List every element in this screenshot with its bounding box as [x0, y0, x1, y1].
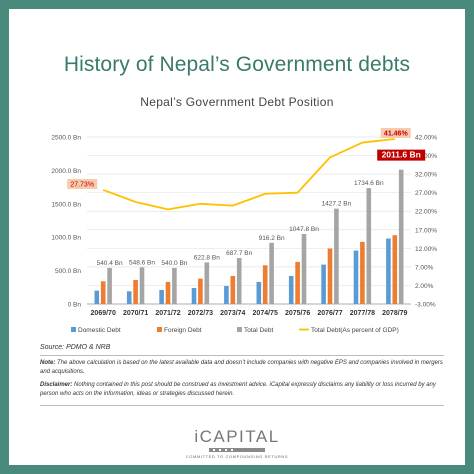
- y-right-tick-label: -3.00%: [415, 302, 436, 309]
- y-right-tick-label: 7.00%: [415, 264, 434, 271]
- y-left-tick-label: 1000.0 Bn: [51, 235, 81, 242]
- bar-data-label: 916.2 Bn: [259, 235, 285, 242]
- legend-label: Foreign Debt: [164, 327, 202, 334]
- legend-label: Total Debt: [244, 327, 273, 334]
- x-tick-label: 2077/78: [350, 310, 375, 317]
- y-left-tick-label: 0 Bn: [68, 302, 82, 309]
- bar-total-debt: [334, 208, 339, 304]
- debt-chart: -3.00% 2.00% 7.00% 12.00% 17.00% 22.00% 27.00%…: [51, 128, 437, 334]
- x-tick-label: 2076/77: [317, 310, 342, 317]
- disclaimer-text: Nothing contained in this post should be…: [40, 382, 436, 397]
- bar-data-label: 548.6 Bn: [129, 259, 155, 266]
- note-text: The above calculation is based on the la…: [40, 360, 443, 375]
- percent-gdp-line: [102, 138, 395, 211]
- bar-data-label: 1734.6 Bn: [354, 180, 384, 187]
- bar-domestic-debt: [256, 281, 262, 304]
- bar-foreign-debt: [230, 275, 236, 304]
- y-left-tick-label: 1500.0 Bn: [51, 201, 81, 208]
- x-tick-label: 2073/74: [220, 310, 245, 317]
- y-left-tick-label: 500.0 Bn: [55, 268, 81, 275]
- note-label: Note:: [40, 360, 56, 366]
- y-right-tick-label: 32.00%: [415, 172, 437, 179]
- percent-callout-first: 27.73%: [70, 181, 94, 188]
- legend-swatch: [237, 327, 242, 332]
- bar-data-label: 540.4 Bn: [97, 260, 123, 267]
- percent-callout-box: [67, 178, 98, 189]
- bar-domestic-debt: [386, 238, 391, 304]
- bar-total-debt: [236, 258, 242, 304]
- bar-domestic-debt: [191, 287, 197, 304]
- bar-total-debt: [204, 262, 210, 304]
- disclaimer-label: Disclaimer:: [40, 382, 73, 388]
- bar-foreign-debt: [327, 248, 333, 304]
- legend-swatch: [157, 327, 162, 332]
- bar-data-label: 1047.8 Bn: [289, 226, 319, 233]
- y-right-tick-label: 2.00%: [415, 283, 434, 290]
- x-tick-label: 2075/76: [285, 310, 310, 317]
- y-right-tick-label: 27.00%: [415, 190, 437, 197]
- divider-bottom: [40, 405, 444, 406]
- bar-total-debt: [301, 234, 307, 304]
- y-right-tick-label: 17.00%: [415, 227, 437, 234]
- bar-data-label-highlight: 2011.6 Bn: [382, 150, 421, 160]
- bar-domestic-debt: [94, 290, 100, 304]
- bar-domestic-debt: [126, 291, 132, 304]
- bar-domestic-debt: [288, 275, 294, 304]
- bar-domestic-debt: [159, 289, 164, 304]
- bar-foreign-debt: [133, 279, 138, 304]
- note-block: Note: The above calculation is based on …: [40, 359, 444, 376]
- percent-callout-box: [380, 128, 411, 139]
- bar-total-debt: [107, 267, 112, 304]
- y-right-tick-label: 37.00%: [415, 153, 437, 160]
- bar-foreign-debt: [392, 235, 398, 304]
- x-tick-label: 2078/79: [382, 310, 407, 317]
- bar-total-debt: [398, 169, 404, 304]
- x-tick-label: 2074/75: [253, 310, 278, 317]
- x-tick-label: 2071/72: [155, 310, 180, 317]
- x-tick-label: 2072/73: [188, 310, 213, 317]
- y-left-tick-label: 2000.0 Bn: [51, 168, 81, 175]
- logo-tagline: COMMITTED TO COMPOUNDING RETURNS: [185, 454, 289, 459]
- x-tick-label: 2070/71: [123, 310, 148, 317]
- legend-label: Domestic Debt: [78, 327, 121, 334]
- legend-label: Total Debt(As percent of GDP): [311, 327, 399, 334]
- bar-data-label: 687.7 Bn: [226, 250, 252, 257]
- bar-domestic-debt: [353, 250, 359, 304]
- bar-foreign-debt: [262, 265, 268, 304]
- bar-domestic-debt: [224, 285, 229, 304]
- y-left-tick-label: 2500.0 Bn: [51, 135, 81, 142]
- bar-total-debt: [269, 242, 274, 304]
- bar-foreign-debt: [165, 281, 171, 304]
- y-right-tick-label: 42.00%: [415, 135, 437, 142]
- bar-total-debt: [172, 267, 177, 304]
- disclaimer-block: Disclaimer: Nothing contained in this po…: [40, 381, 444, 398]
- logo-text: iCAPITAL: [194, 427, 280, 446]
- bar-foreign-debt: [295, 261, 300, 304]
- logo-bars-icon: [209, 448, 265, 452]
- content-card: History of Nepal’s Government debts Nepa…: [9, 9, 465, 465]
- y-right-tick-label: 12.00%: [415, 246, 437, 253]
- highlight-label-box: [377, 149, 426, 161]
- source-text: Source: PDMO & NRB: [40, 344, 111, 351]
- bar-foreign-debt: [100, 281, 106, 304]
- chart-title: Nepal’s Government Debt Position: [140, 95, 334, 109]
- bar-data-label: 1427.2 Bn: [322, 201, 352, 208]
- bar-domestic-debt: [321, 264, 326, 304]
- percent-callout-last: 41.46%: [384, 131, 409, 138]
- bar-data-label: 540.0 Bn: [161, 260, 187, 267]
- bar-data-label: 622.8 Bn: [194, 254, 220, 261]
- bar-total-debt: [139, 267, 145, 304]
- page-title: History of Nepal’s Government debts: [63, 53, 411, 76]
- bar-foreign-debt: [198, 278, 203, 304]
- legend-swatch: [71, 327, 76, 332]
- bar-total-debt: [366, 188, 372, 304]
- bar-foreign-debt: [360, 241, 365, 304]
- divider-top: [40, 355, 444, 356]
- x-tick-label: 2069/70: [91, 310, 116, 317]
- y-right-tick-label: 22.00%: [415, 209, 437, 216]
